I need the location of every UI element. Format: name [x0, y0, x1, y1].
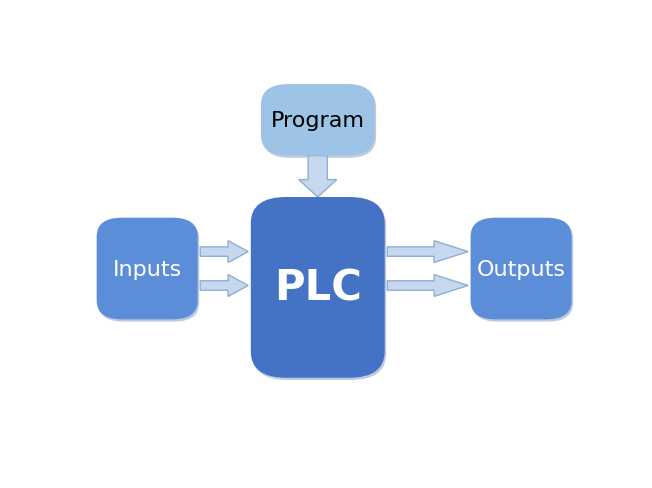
FancyBboxPatch shape	[251, 198, 385, 378]
Polygon shape	[200, 241, 248, 263]
Polygon shape	[299, 156, 336, 198]
Text: Outputs: Outputs	[477, 259, 566, 279]
FancyBboxPatch shape	[98, 221, 200, 322]
Text: Program: Program	[271, 111, 364, 130]
Polygon shape	[200, 275, 248, 297]
FancyBboxPatch shape	[471, 218, 572, 320]
FancyBboxPatch shape	[252, 200, 386, 380]
FancyBboxPatch shape	[96, 218, 198, 320]
Text: Inputs: Inputs	[113, 259, 182, 279]
FancyBboxPatch shape	[262, 87, 376, 159]
FancyBboxPatch shape	[261, 85, 374, 156]
FancyBboxPatch shape	[472, 221, 573, 322]
Polygon shape	[387, 275, 468, 297]
Polygon shape	[387, 241, 468, 263]
Text: PLC: PLC	[274, 267, 362, 309]
